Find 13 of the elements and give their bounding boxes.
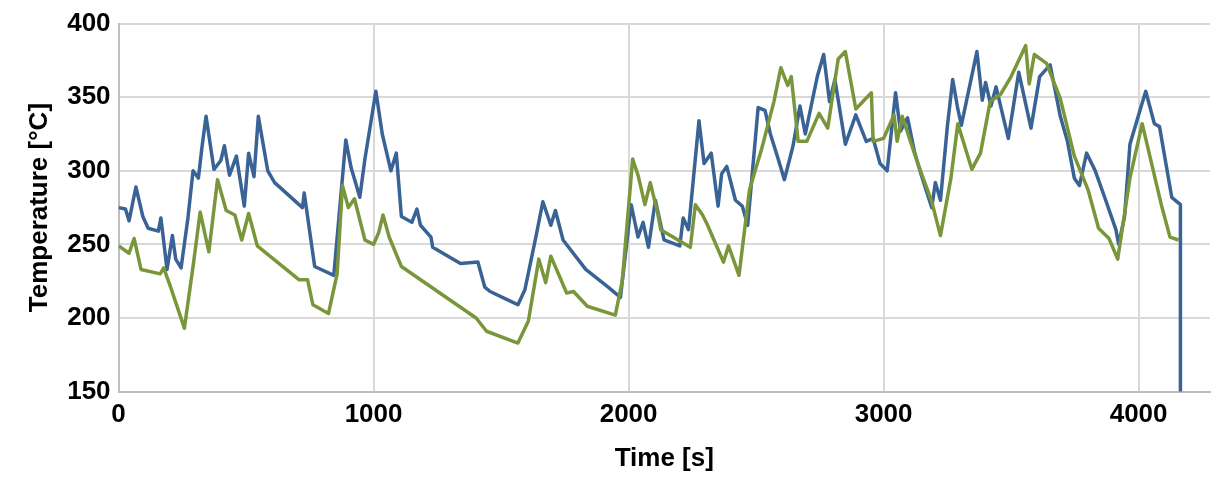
x-tick-label: 0 xyxy=(111,398,126,429)
x-tick-label: 2000 xyxy=(599,398,658,429)
y-tick-label: 150 xyxy=(67,374,111,405)
y-tick-label: 200 xyxy=(67,301,111,332)
x-tick-label: 3000 xyxy=(854,398,913,429)
y-tick-label: 400 xyxy=(67,6,111,37)
x-tick-label: 4000 xyxy=(1109,398,1168,429)
x-axis-title: Time [s] xyxy=(614,441,714,472)
y-tick-label: 250 xyxy=(67,227,111,258)
y-tick-label: 300 xyxy=(67,153,111,184)
x-tick-label: 1000 xyxy=(344,398,403,429)
y-axis-title: Temperature [°C] xyxy=(22,102,53,313)
y-tick-label: 350 xyxy=(67,80,111,111)
